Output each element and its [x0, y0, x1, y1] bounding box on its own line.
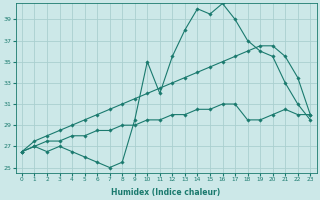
X-axis label: Humidex (Indice chaleur): Humidex (Indice chaleur) [111, 188, 221, 197]
